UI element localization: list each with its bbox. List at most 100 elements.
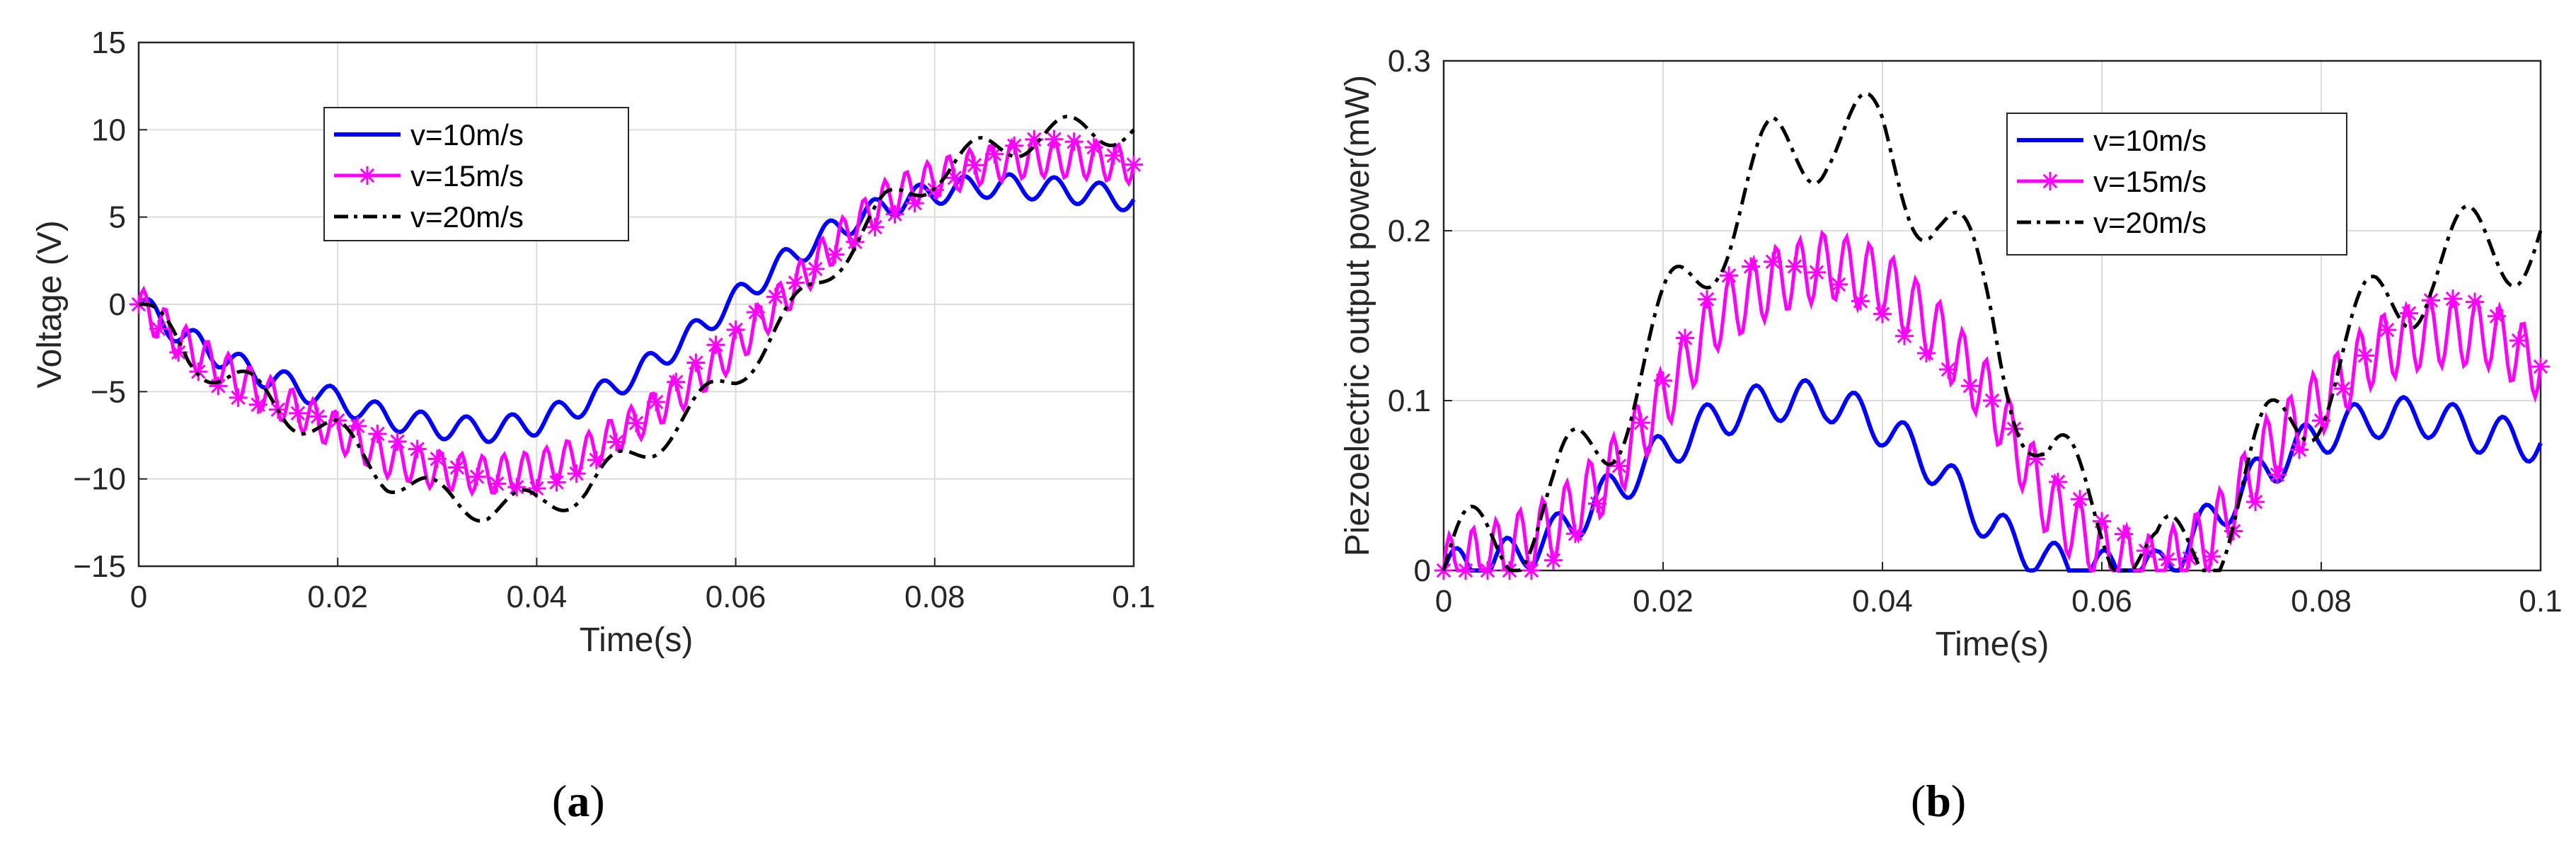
series-marker-1 xyxy=(1522,561,1541,580)
x-tick-label: 0.08 xyxy=(904,580,965,614)
series-marker-1 xyxy=(2137,541,2155,561)
y-axis-label: Piezoelectric output power(mW) xyxy=(1339,75,1376,556)
series-marker-1 xyxy=(2466,292,2484,311)
series-marker-1 xyxy=(885,205,904,224)
series-marker-1 xyxy=(905,194,924,213)
series-marker-1 xyxy=(985,144,1004,163)
x-tick-label: 0.06 xyxy=(706,580,766,614)
series-marker-1 xyxy=(527,479,546,498)
series-line-2 xyxy=(1442,91,2543,573)
series-marker-1 xyxy=(2093,512,2111,531)
series-marker-1 xyxy=(846,232,865,251)
series-marker-1 xyxy=(2509,331,2528,350)
axes-box xyxy=(1442,59,2542,572)
series-marker-1 xyxy=(1654,371,1672,390)
series-marker-1 xyxy=(806,260,825,279)
series-marker-1 xyxy=(2334,379,2352,398)
series-marker-1 xyxy=(1895,326,1914,345)
legend-label-2: v=20m/s xyxy=(2093,206,2207,239)
x-axis-label: Time(s) xyxy=(1936,626,2049,663)
series-marker-1 xyxy=(1829,275,1848,294)
series-marker-1 xyxy=(1807,263,1826,282)
legend-label-2: v=20m/s xyxy=(410,200,524,234)
legend-box xyxy=(2006,113,2347,256)
series-marker-1 xyxy=(1917,344,1936,363)
caption-a: (a) xyxy=(552,776,605,826)
series-marker-1 xyxy=(1742,257,1760,276)
series-marker-1 xyxy=(587,450,606,469)
series-marker-1 xyxy=(1104,146,1123,165)
series-marker-1 xyxy=(2071,490,2089,509)
series-marker-1 xyxy=(1983,391,2001,410)
legend-label-1: v=15m/s xyxy=(410,159,524,193)
y-tick-label: 0 xyxy=(1414,553,1431,588)
x-tick-label: 0.04 xyxy=(1852,584,1913,619)
x-tick-label: 0.1 xyxy=(1112,580,1155,614)
y-tick-label: −5 xyxy=(91,374,126,409)
legend-label-0: v=10m/s xyxy=(410,118,524,151)
chart-b: 0 0.02 0.04 0.06 0.08 0.1 0 0.1 0.2 0.3 Time(s) Pie… xyxy=(1339,44,2563,663)
y-tick-label: −10 xyxy=(73,462,126,497)
series-line-0 xyxy=(137,172,1136,444)
series-marker-1 xyxy=(2488,306,2506,326)
series-marker-1 xyxy=(169,343,188,362)
series-marker-1 xyxy=(965,156,984,175)
series-marker-1 xyxy=(1676,328,1694,348)
x-tick-label: 0.08 xyxy=(2291,584,2352,619)
legend: v=10m/s v=15m/s v=20m/s xyxy=(2006,113,2347,256)
series-line-0 xyxy=(1442,378,2543,573)
series-marker-1 xyxy=(1851,292,1870,311)
series-marker-1 xyxy=(427,449,447,469)
y-tick-label: 0.1 xyxy=(1388,384,1431,418)
series-marker-1 xyxy=(1873,304,1892,323)
series-marker-1 xyxy=(547,473,566,492)
series-marker-1 xyxy=(1544,551,1563,570)
x-tick-label: 0.06 xyxy=(2071,584,2132,619)
series-line-2 xyxy=(138,115,1135,523)
series-marker-1 xyxy=(1786,257,1804,276)
series-marker-1 xyxy=(1961,377,1979,396)
series-marker-1 xyxy=(209,377,228,396)
series-marker-1 xyxy=(1045,130,1064,149)
series-marker-1 xyxy=(2180,549,2199,568)
x-tick-label: 0.04 xyxy=(507,580,568,614)
series-marker-1 xyxy=(606,432,626,452)
caption-b: (b) xyxy=(1911,776,1967,826)
series-marker-1 xyxy=(627,413,645,432)
x-tick-label: 0.02 xyxy=(1633,584,1694,619)
series-marker-1 xyxy=(726,320,745,339)
series-marker-1 xyxy=(746,303,765,322)
y-tick-label: −15 xyxy=(73,549,126,584)
series-marker-1 xyxy=(1566,524,1585,544)
series-marker-1 xyxy=(2027,449,2045,469)
legend-marker xyxy=(358,166,376,185)
series-marker-1 xyxy=(1064,132,1083,151)
series-marker-1 xyxy=(309,407,328,426)
series-marker-1 xyxy=(706,335,725,355)
series-marker-1 xyxy=(2356,346,2374,365)
series-marker-1 xyxy=(647,393,666,412)
series-marker-1 xyxy=(288,403,307,423)
series-marker-1 xyxy=(488,474,507,493)
series-marker-1 xyxy=(149,319,168,338)
series-marker-1 xyxy=(229,388,248,407)
series-marker-1 xyxy=(786,273,805,292)
series-marker-1 xyxy=(248,395,268,414)
series-marker-1 xyxy=(866,217,885,236)
series-marker-1 xyxy=(368,425,387,444)
series-marker-1 xyxy=(1125,155,1143,174)
series-marker-1 xyxy=(2268,465,2287,484)
series-marker-1 xyxy=(507,478,527,497)
series-marker-1 xyxy=(667,372,686,391)
series-marker-1 xyxy=(1456,561,1475,580)
y-tick-label: 0.3 xyxy=(1388,44,1431,79)
series-marker-1 xyxy=(567,464,586,483)
x-tick-label: 0.1 xyxy=(2519,584,2562,619)
series-marker-1 xyxy=(2444,289,2462,309)
legend-label-0: v=10m/s xyxy=(2093,124,2207,157)
series-marker-1 xyxy=(388,432,407,451)
series-marker-1 xyxy=(1698,289,1716,309)
series-marker-1 xyxy=(1478,561,1497,580)
series-marker-1 xyxy=(408,440,427,459)
